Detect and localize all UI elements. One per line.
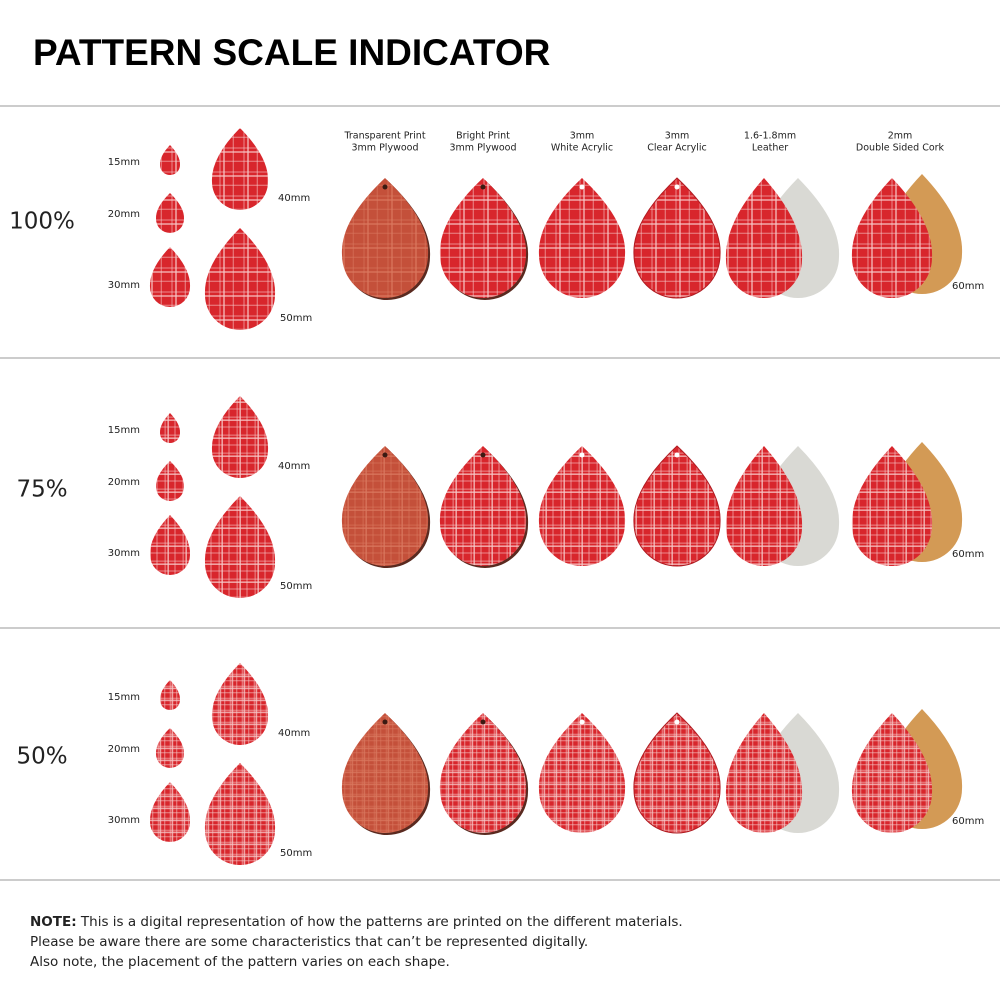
- hole: [480, 452, 486, 458]
- hole: [674, 719, 680, 725]
- note-line: Also note, the placement of the pattern …: [30, 954, 450, 970]
- hole: [674, 452, 680, 458]
- size-label: 20mm: [108, 209, 140, 220]
- hole: [674, 184, 680, 190]
- material-label: Leather: [752, 143, 788, 154]
- hole: [480, 719, 486, 725]
- hole: [579, 719, 585, 725]
- material-shape: [439, 178, 527, 298]
- sample-shape: [211, 396, 269, 478]
- sample-shape: [155, 728, 185, 768]
- note-text: This is a digital representation of how …: [77, 914, 683, 930]
- size-label: 40mm: [278, 193, 310, 204]
- scale-label: 75%: [16, 477, 67, 503]
- material-label: 2mm: [888, 131, 913, 142]
- scale-label: 50%: [16, 744, 67, 770]
- material-label: Clear Acrylic: [647, 143, 706, 154]
- page-title: PATTERN SCALE INDICATOR: [33, 32, 550, 73]
- material-label: 3mm: [570, 131, 595, 142]
- material-label: Double Sided Cork: [856, 143, 945, 154]
- material-label: White Acrylic: [551, 143, 613, 154]
- sample-shape: [159, 680, 181, 710]
- sample-shape: [159, 145, 181, 175]
- sample-shape: [149, 782, 191, 842]
- material-shape: [538, 713, 626, 833]
- material-shape: [851, 446, 933, 566]
- material-shape: [439, 713, 527, 833]
- material-shape: [341, 446, 429, 566]
- material-label: Bright Print: [456, 131, 510, 142]
- material-shape: [538, 178, 626, 298]
- sample-shape: [159, 413, 181, 443]
- material-label: 3mm Plywood: [450, 143, 517, 154]
- sample-shape: [149, 247, 191, 307]
- size-label: 20mm: [108, 744, 140, 755]
- note-line: NOTE: This is a digital representation o…: [30, 914, 683, 930]
- material-shape: [725, 446, 803, 566]
- material-shape: [341, 178, 429, 298]
- size-label: 60mm: [952, 281, 984, 292]
- sample-shape: [155, 461, 185, 501]
- size-label: 50mm: [280, 848, 312, 859]
- hole: [579, 452, 585, 458]
- size-label: 30mm: [108, 548, 140, 559]
- sample-shape: [149, 515, 191, 575]
- material-shape: [851, 713, 933, 833]
- material-shape: [851, 178, 933, 298]
- note-line: Please be aware there are some character…: [30, 934, 588, 950]
- hole: [480, 184, 486, 190]
- hole: [382, 719, 388, 725]
- sample-shape: [211, 128, 269, 210]
- material-label: 3mm Plywood: [352, 143, 419, 154]
- hole: [382, 452, 388, 458]
- size-label: 30mm: [108, 280, 140, 291]
- sample-shape: [211, 663, 269, 745]
- sample-shape: [204, 496, 276, 598]
- material-label: 3mm: [665, 131, 690, 142]
- size-label: 60mm: [952, 816, 984, 827]
- material-label: Transparent Print: [343, 131, 425, 142]
- scale-label: 100%: [9, 209, 75, 235]
- size-label: 30mm: [108, 815, 140, 826]
- material-shape: [725, 178, 803, 298]
- note-label: NOTE:: [30, 914, 77, 930]
- sample-shape: [204, 228, 276, 330]
- size-label: 15mm: [108, 425, 140, 436]
- material-shape: [633, 445, 721, 567]
- material-shape: [538, 446, 626, 566]
- material-shape: [725, 713, 803, 833]
- size-label: 40mm: [278, 728, 310, 739]
- size-label: 60mm: [952, 549, 984, 560]
- material-shape: [633, 177, 721, 299]
- size-label: 15mm: [108, 157, 140, 168]
- sample-shape: [204, 763, 276, 865]
- material-shape: [633, 712, 721, 834]
- size-label: 50mm: [280, 313, 312, 324]
- size-label: 50mm: [280, 581, 312, 592]
- size-label: 15mm: [108, 692, 140, 703]
- size-label: 40mm: [278, 461, 310, 472]
- sample-shape: [155, 193, 185, 233]
- size-label: 20mm: [108, 477, 140, 488]
- hole: [579, 184, 585, 190]
- material-shape: [341, 713, 429, 833]
- material-shape: [439, 446, 527, 566]
- material-label: 1.6-1.8mm: [744, 131, 796, 142]
- hole: [382, 184, 388, 190]
